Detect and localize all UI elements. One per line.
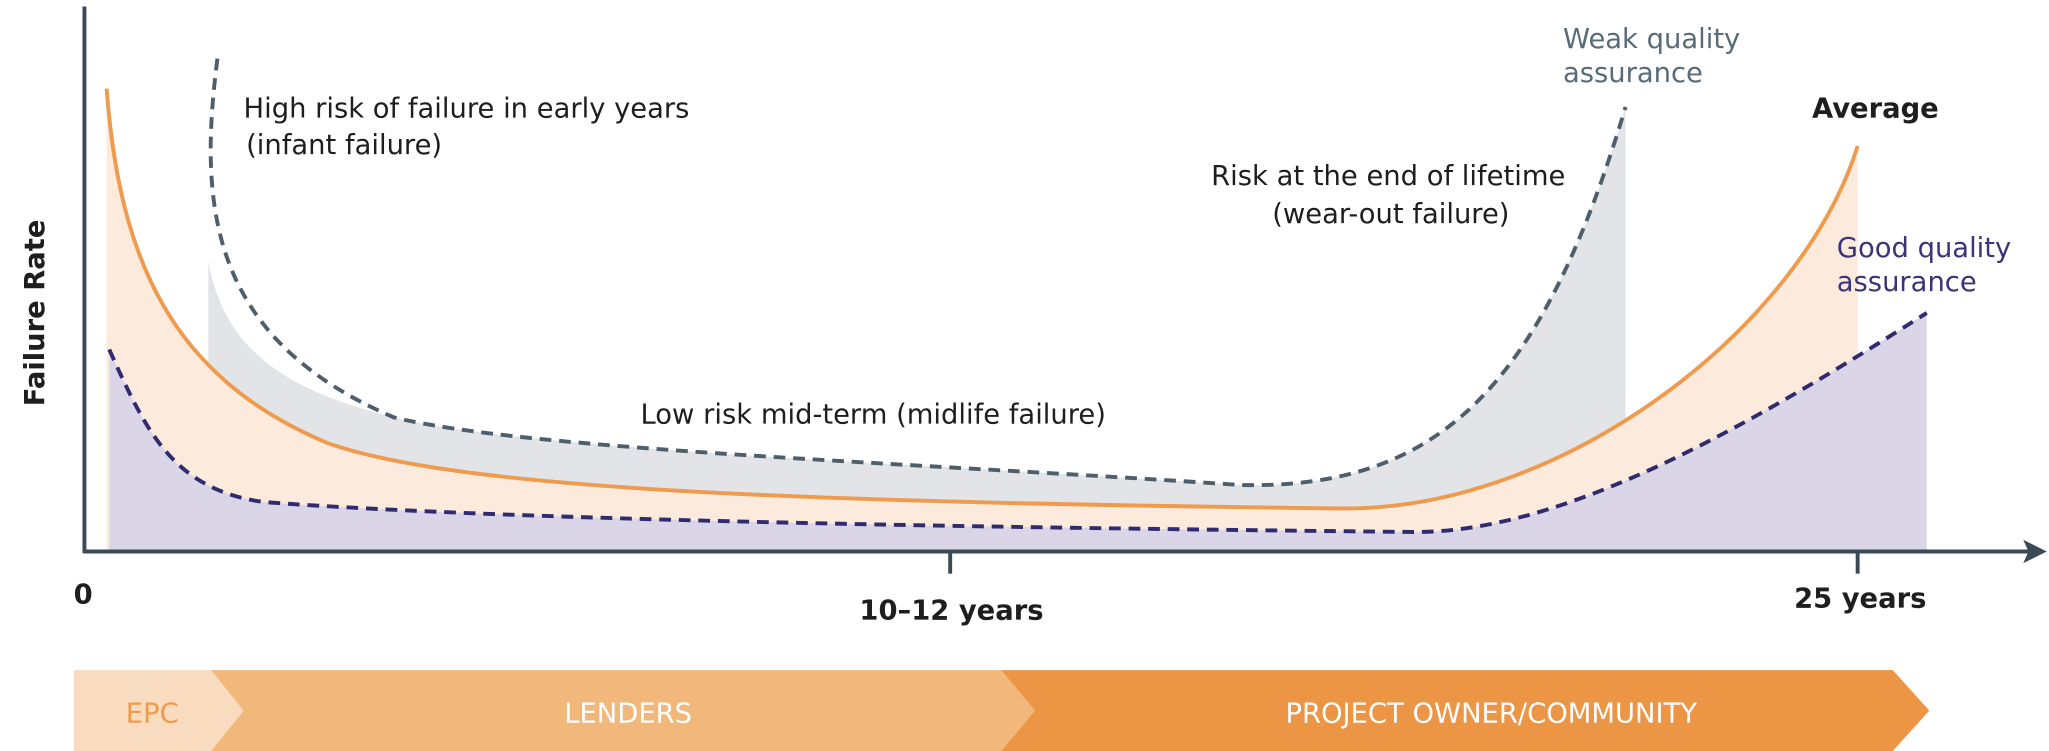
phase-owner [1001, 670, 1930, 751]
good-curve [107, 311, 1928, 534]
y-axis-label: Failure Rate [20, 220, 51, 407]
annotation: Risk at the end of lifetime (wear-out fai… [1211, 161, 1565, 230]
annotation-line: High risk of failure in early years [244, 93, 690, 124]
phase-lenders [210, 670, 1035, 751]
annotation-line: (infant failure) [246, 130, 442, 161]
phase-epc [74, 670, 244, 751]
x-label: 10–12 years [859, 595, 1043, 626]
phase-label: LENDERS [564, 698, 692, 729]
annotation: Low risk mid-term (midlife failure) [641, 400, 1106, 431]
legend-weak: Weak quality assurance [1563, 24, 1740, 89]
legend-average: Average [1812, 93, 1939, 124]
annotation-line: Low risk mid-term (midlife failure) [641, 400, 1106, 431]
phase-label: PROJECT OWNER/COMMUNITY [1285, 698, 1697, 729]
phase-label: EPC [126, 698, 179, 729]
annotation-line: (wear-out failure) [1272, 199, 1509, 230]
legend-line: Good quality [1837, 233, 2011, 264]
average-curve [104, 88, 1860, 511]
x-label: 25 years [1794, 584, 1926, 615]
annotation-line: Risk at the end of lifetime [1211, 161, 1565, 192]
legend-line: Weak quality [1563, 24, 1740, 55]
legend-line: assurance [1837, 267, 1977, 298]
good-area [109, 312, 1927, 552]
legend-line: Average [1812, 93, 1939, 124]
x-axis-arrow [2023, 539, 2047, 564]
annotation: High risk of failure in early years (infa… [244, 93, 690, 161]
legend-good: Good quality assurance [1837, 233, 2011, 298]
legend-line: assurance [1563, 58, 1703, 89]
weak-curve [208, 58, 1628, 487]
x-label: 0 [74, 580, 93, 611]
